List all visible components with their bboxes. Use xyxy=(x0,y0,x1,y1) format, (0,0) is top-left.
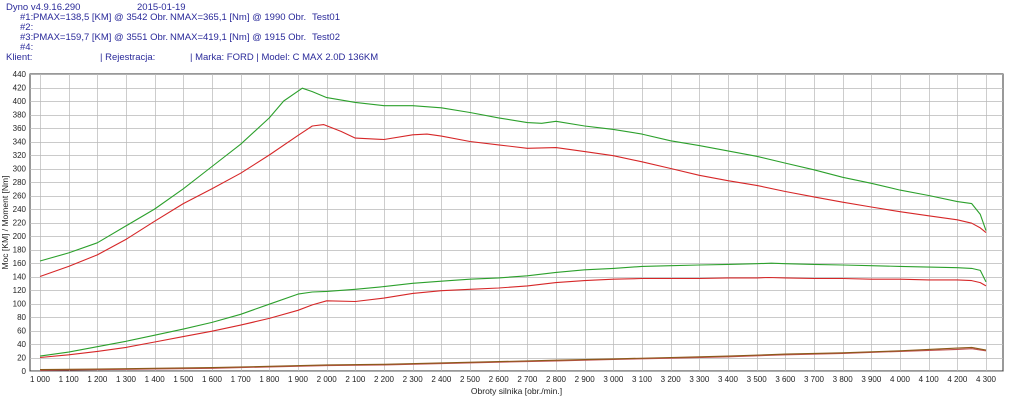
x-tick-label: 3 300 xyxy=(689,375,710,384)
plot-frame xyxy=(29,73,1004,372)
y-tick-label: 280 xyxy=(13,178,27,187)
y-tick-label: 320 xyxy=(13,151,27,160)
y-tick-label: 260 xyxy=(13,192,27,201)
y-axis-label: Moc [KM] / Moment [Nm] xyxy=(0,176,10,270)
x-tick-label: 3 000 xyxy=(603,375,624,384)
test02-power-line xyxy=(39,262,987,357)
y-tick-label: 340 xyxy=(13,138,27,147)
grid xyxy=(29,73,1004,372)
x-tick-label: 2 900 xyxy=(575,375,596,384)
x-tick-label: 1 200 xyxy=(87,375,108,384)
y-tick-label: 380 xyxy=(13,111,27,120)
y-tick-label: 0 xyxy=(22,367,27,376)
run1-id: #1: xyxy=(20,12,34,23)
client-label: Klient: xyxy=(6,52,33,63)
y-tick-label: 160 xyxy=(13,259,27,268)
y-tick-label: 140 xyxy=(13,273,27,282)
x-tick-label: 2 200 xyxy=(374,375,395,384)
y-tick-labels: 0 20 40 60 80 100 120 140 160 180 200 220 240 260 280 3… xyxy=(13,70,27,376)
series-layer xyxy=(39,87,987,371)
y-tick-label: 180 xyxy=(13,246,27,255)
x-tick-label: 1 400 xyxy=(145,375,166,384)
y-tick-label: 120 xyxy=(13,286,27,295)
x-tick-label: 1 100 xyxy=(59,375,80,384)
x-tick-label: 4 300 xyxy=(976,375,997,384)
x-tick-label: 4 200 xyxy=(947,375,968,384)
test01-power-line xyxy=(39,276,987,359)
x-tick-label: 1 700 xyxy=(231,375,252,384)
x-tick-label: 3 600 xyxy=(775,375,796,384)
x-tick-label: 2 400 xyxy=(431,375,452,384)
x-tick-label: 1 900 xyxy=(288,375,309,384)
x-tick-label: 2 000 xyxy=(317,375,338,384)
x-axis-label: Obroty silnika [obr./min.] xyxy=(471,386,562,396)
x-tick-labels: 1 000 1 100 1 200 1 300 1 400 1 500 1 600 1 700… xyxy=(30,375,997,384)
y-tick-label: 60 xyxy=(17,327,26,336)
run2-id: #2: xyxy=(20,22,34,33)
x-tick-label: 3 500 xyxy=(747,375,768,384)
x-tick-label: 2 700 xyxy=(517,375,538,384)
y-tick-label: 420 xyxy=(13,84,27,93)
run4-id: #4: xyxy=(20,42,34,53)
y-tick-label: 300 xyxy=(13,165,27,174)
x-tick-label: 3 400 xyxy=(718,375,739,384)
x-tick-label: 2 800 xyxy=(546,375,567,384)
y-tick-label: 20 xyxy=(17,354,26,363)
run1-name: Test01 xyxy=(312,12,340,23)
y-tick-label: 400 xyxy=(13,97,27,106)
x-tick-label: 2 500 xyxy=(460,375,481,384)
run3-pmax: PMAX=159,7 [KM] @ 3551 Obr. xyxy=(33,32,169,43)
run3-nmax: NMAX=419,1 [Nm] @ 1915 Obr. xyxy=(170,32,307,43)
registration-label: | Rejestracja: xyxy=(100,52,156,63)
x-tick-label: 2 100 xyxy=(345,375,366,384)
x-tick-label: 3 200 xyxy=(661,375,682,384)
y-tick-label: 40 xyxy=(17,340,26,349)
run3-id: #3: xyxy=(20,32,34,43)
y-tick-label: 360 xyxy=(13,124,27,133)
x-tick-label: 4 000 xyxy=(890,375,911,384)
x-tick-label: 3 800 xyxy=(833,375,854,384)
run1-nmax: NMAX=365,1 [Nm] @ 1990 Obr. xyxy=(170,12,307,23)
test02-torque-line xyxy=(39,87,987,262)
x-tick-label: 1 800 xyxy=(259,375,280,384)
x-tick-label: 2 300 xyxy=(403,375,424,384)
x-tick-label: 1 000 xyxy=(30,375,51,384)
run1-pmax: PMAX=138,5 [KM] @ 3542 Obr. xyxy=(33,12,169,23)
x-tick-label: 3 100 xyxy=(632,375,653,384)
test01-losses-loss-line xyxy=(39,348,987,371)
vehicle-info: | Marka: FORD | Model: C MAX 2.0D 136KM xyxy=(190,52,379,63)
run3-name: Test02 xyxy=(312,32,340,43)
x-tick-label: 1 600 xyxy=(202,375,223,384)
y-tick-label: 220 xyxy=(13,219,27,228)
y-tick-label: 100 xyxy=(13,300,27,309)
y-tick-label: 440 xyxy=(13,70,27,79)
app-version: Dyno v4.9.16.290 xyxy=(6,2,81,13)
test02-losses-loss-line xyxy=(39,346,987,371)
y-tick-label: 80 xyxy=(17,313,26,322)
y-tick-label: 240 xyxy=(13,205,27,214)
test01-torque-line xyxy=(39,124,987,278)
x-tick-label: 3 900 xyxy=(861,375,882,384)
x-tick-label: 1 500 xyxy=(173,375,194,384)
y-tick-label: 200 xyxy=(13,232,27,241)
x-tick-label: 2 600 xyxy=(489,375,510,384)
x-tick-label: 1 300 xyxy=(116,375,137,384)
test-date: 2015-01-19 xyxy=(137,2,186,13)
x-tick-label: 4 100 xyxy=(919,375,940,384)
x-tick-label: 3 700 xyxy=(804,375,825,384)
